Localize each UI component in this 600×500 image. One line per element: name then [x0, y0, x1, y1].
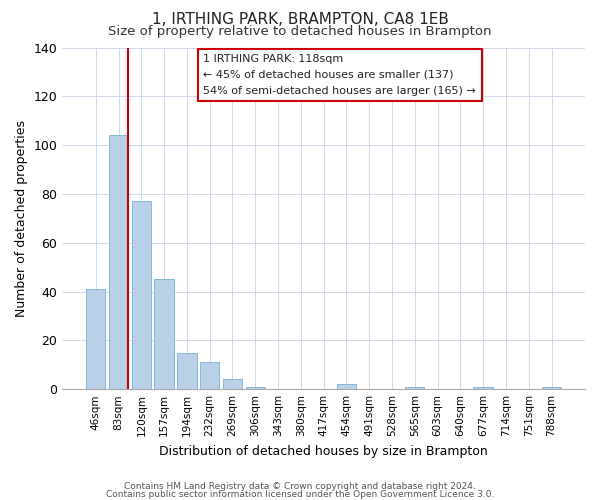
Text: Contains HM Land Registry data © Crown copyright and database right 2024.: Contains HM Land Registry data © Crown c…: [124, 482, 476, 491]
Bar: [154, 280, 174, 389]
Bar: [200, 362, 220, 389]
Text: 1, IRTHING PARK, BRAMPTON, CA8 1EB: 1, IRTHING PARK, BRAMPTON, CA8 1EB: [152, 12, 448, 28]
Bar: [131, 202, 151, 389]
Bar: [177, 352, 197, 389]
Bar: [109, 136, 128, 389]
Bar: [473, 386, 493, 389]
Bar: [86, 289, 106, 389]
Text: 1 IRTHING PARK: 118sqm
← 45% of detached houses are smaller (137)
54% of semi-de: 1 IRTHING PARK: 118sqm ← 45% of detached…: [203, 54, 476, 96]
Bar: [337, 384, 356, 389]
Y-axis label: Number of detached properties: Number of detached properties: [15, 120, 28, 317]
Bar: [223, 380, 242, 389]
Bar: [245, 386, 265, 389]
Bar: [405, 386, 424, 389]
Bar: [542, 386, 561, 389]
Text: Contains public sector information licensed under the Open Government Licence 3.: Contains public sector information licen…: [106, 490, 494, 499]
X-axis label: Distribution of detached houses by size in Brampton: Distribution of detached houses by size …: [159, 444, 488, 458]
Text: Size of property relative to detached houses in Brampton: Size of property relative to detached ho…: [108, 25, 492, 38]
